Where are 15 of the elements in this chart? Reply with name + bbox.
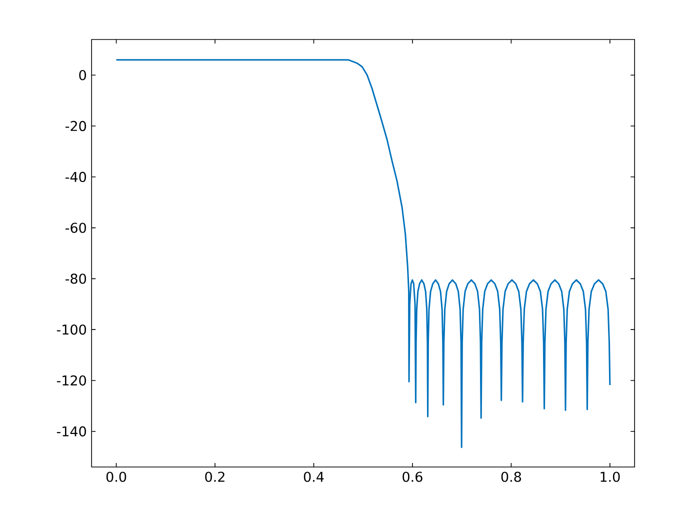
y-tick-label: -60 xyxy=(66,222,86,233)
y-tick-label: -40 xyxy=(66,172,86,182)
x-tick-label: 0.8 xyxy=(501,472,522,482)
x-tick-label: 1.0 xyxy=(600,472,620,482)
y-tick-label: -100 xyxy=(56,324,86,335)
y-tick-label: 0 xyxy=(79,70,86,80)
y-tick-label: -20 xyxy=(66,120,86,132)
y-tick-label: -140 xyxy=(56,426,86,436)
x-tick-label: 0.0 xyxy=(106,472,126,482)
x-tick-label: 0.4 xyxy=(304,472,324,482)
x-tick-label: 0.2 xyxy=(205,472,224,482)
x-tick-label: 0.6 xyxy=(402,472,422,482)
y-tick-label: -120 xyxy=(56,375,86,386)
line-series xyxy=(116,59,611,448)
y-tick-label: -80 xyxy=(66,274,86,284)
